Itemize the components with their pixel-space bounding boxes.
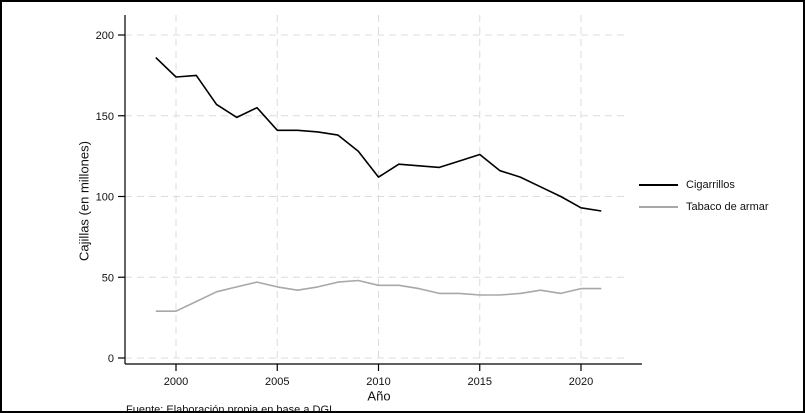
x-tick-label: 2015 — [468, 376, 492, 388]
legend-line-swatch-gray — [639, 206, 678, 208]
x-tick-label: 2020 — [569, 376, 593, 388]
legend-item-cigarrillos: Cigarrillos — [639, 174, 769, 196]
y-tick-label: 0 — [108, 353, 114, 365]
legend: Cigarrillos Tabaco de armar — [639, 174, 769, 218]
series-line-tabaco-de-armar — [155, 279, 602, 313]
x-tick-label: 2005 — [265, 376, 289, 388]
y-tick-label: 50 — [102, 272, 114, 284]
x-tick-label: 2000 — [164, 376, 188, 388]
legend-label-cigarrillos: Cigarrillos — [686, 179, 735, 191]
source-note: Fuente: Elaboración propia en base a DGI — [126, 404, 333, 413]
y-axis-title: Cajillas (en millones) — [76, 141, 92, 261]
legend-item-tabaco-de-armar: Tabaco de armar — [639, 196, 769, 218]
y-tick-label: 150 — [96, 111, 114, 123]
legend-line-swatch-black — [639, 184, 678, 186]
y-tick-label: 200 — [96, 30, 114, 42]
x-axis-title: Año — [367, 388, 391, 404]
legend-label-tabaco-de-armar: Tabaco de armar — [686, 201, 769, 213]
y-tick-label: 100 — [96, 192, 114, 204]
x-tick-label: 2010 — [366, 376, 390, 388]
series-line-cigarrillos — [155, 57, 602, 212]
